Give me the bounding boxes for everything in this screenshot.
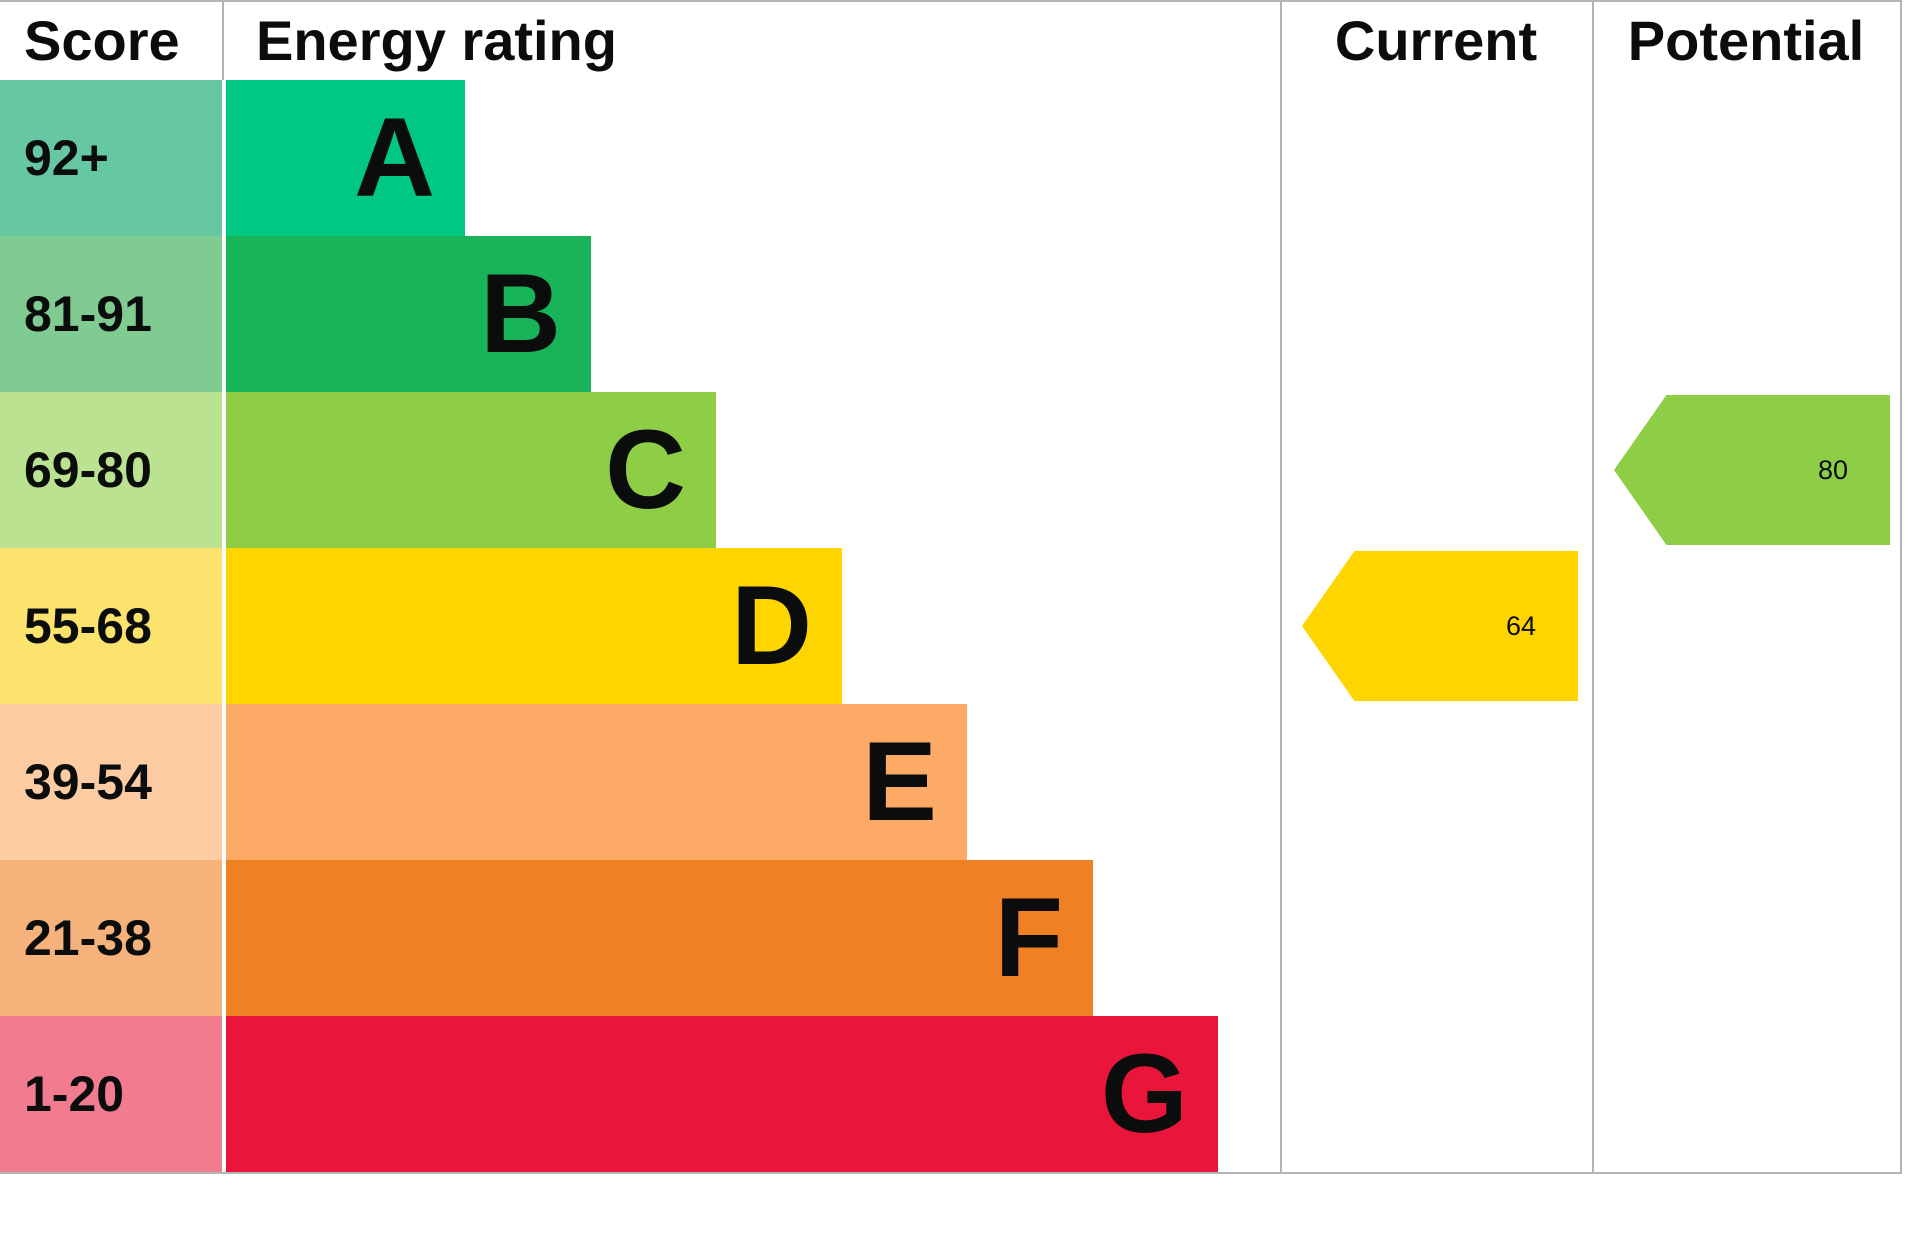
- potential-column-divider: [1592, 0, 1594, 1174]
- band-letter-d: D: [731, 563, 812, 688]
- top-border: [0, 0, 1902, 2]
- score-range-e: 39-54: [0, 704, 222, 860]
- band-bar-b: B: [226, 236, 591, 392]
- band-bar-c: C: [226, 392, 716, 548]
- right-border: [1900, 0, 1902, 1174]
- band-letter-b: B: [480, 251, 561, 376]
- rating-bands: 92+ A 81-91 B 69-80 C 55-68 D 39-54 E 21-38 F 1-20 G: [0, 80, 1218, 1172]
- band-row-d: 55-68 D: [0, 548, 1218, 704]
- score-range-g: 1-20: [0, 1016, 222, 1172]
- band-letter-g: G: [1100, 1031, 1188, 1156]
- score-range-b: 81-91: [0, 236, 222, 392]
- band-row-g: 1-20 G: [0, 1016, 1218, 1172]
- band-bar-f: F: [226, 860, 1093, 1016]
- band-bar-e: E: [226, 704, 967, 860]
- current-rating-arrow: 64: [1302, 551, 1578, 701]
- band-row-f: 21-38 F: [0, 860, 1218, 1016]
- current-column-header: Current: [1334, 8, 1538, 72]
- potential-rating-value: 80: [1817, 454, 1848, 485]
- score-header-divider: [222, 0, 224, 80]
- score-column-header: Score: [24, 8, 180, 72]
- score-range-d: 55-68: [0, 548, 222, 704]
- energy-rating-column-header: Energy rating: [256, 8, 617, 72]
- band-row-c: 69-80 C: [0, 392, 1218, 548]
- band-row-a: 92+ A: [0, 80, 1218, 236]
- band-letter-f: F: [994, 875, 1063, 1000]
- current-column-divider: [1280, 0, 1282, 1174]
- current-rating-value: 64: [1505, 610, 1536, 641]
- band-letter-e: E: [862, 719, 937, 844]
- band-bar-d: D: [226, 548, 842, 704]
- bottom-border: [0, 1172, 1902, 1174]
- potential-column-header: Potential: [1627, 8, 1865, 72]
- score-range-f: 21-38: [0, 860, 222, 1016]
- score-range-c: 69-80: [0, 392, 222, 548]
- band-bar-a: A: [226, 80, 465, 236]
- band-row-b: 81-91 B: [0, 236, 1218, 392]
- band-row-e: 39-54 E: [0, 704, 1218, 860]
- potential-rating-arrow: 80: [1614, 395, 1890, 545]
- band-letter-a: A: [354, 95, 435, 220]
- band-bar-g: G: [226, 1016, 1218, 1172]
- band-letter-c: C: [605, 407, 686, 532]
- score-range-a: 92+: [0, 80, 222, 236]
